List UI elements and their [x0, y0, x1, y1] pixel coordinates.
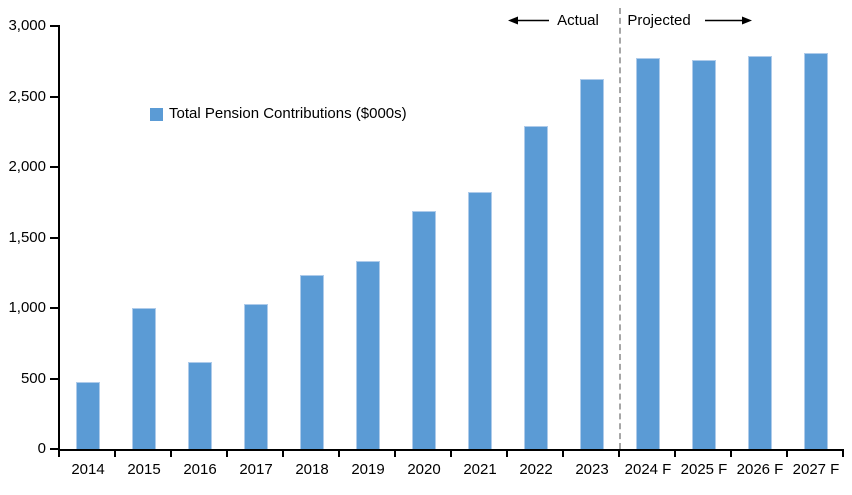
x-tick: [450, 451, 452, 457]
x-tick: [674, 451, 676, 457]
bar-2025-f: [692, 60, 716, 449]
y-axis-label: 500: [20, 369, 46, 387]
y-tick-2,500: [50, 95, 58, 98]
x-tick: [58, 451, 60, 457]
bar-2015: [132, 308, 156, 449]
x-axis-label-2027-f: 2027 F: [792, 461, 840, 478]
y-axis-label: 2,000: [8, 158, 46, 175]
x-tick: [170, 451, 172, 457]
y-axis-label: 3,000: [8, 17, 46, 34]
x-tick: [226, 451, 228, 457]
x-tick: [618, 451, 620, 457]
x-tick: [730, 451, 732, 457]
y-tick-3,000: [50, 25, 58, 27]
x-tick: [506, 451, 508, 457]
bar-2017: [244, 304, 268, 449]
legend-color-swatch-icon: [150, 107, 163, 121]
x-axis-label-2015: 2015: [127, 461, 161, 478]
x-axis-label-2021: 2021: [463, 461, 497, 478]
bar-2018: [300, 275, 324, 449]
bar-2023: [580, 79, 604, 449]
bar-2016: [188, 362, 212, 449]
y-axis-label: 1,500: [8, 228, 46, 246]
y-axis-label: 1,000: [8, 299, 46, 316]
bar-2020: [412, 211, 436, 449]
projected-section-label: Projected: [627, 12, 691, 29]
y-axis-line: [58, 25, 60, 450]
x-tick: [786, 451, 788, 457]
x-tick: [114, 451, 116, 457]
bar-2026-f: [748, 56, 772, 449]
actual-projected-divider-line: [619, 8, 621, 449]
y-tick-1,500: [50, 236, 58, 239]
y-tick-0: [50, 448, 58, 450]
bar-2027-f: [804, 53, 828, 449]
bar-2019: [356, 261, 380, 449]
x-tick: [562, 451, 564, 457]
x-axis-label-2023: 2023: [575, 461, 609, 478]
x-axis-label-2026-f: 2026 F: [736, 461, 784, 478]
y-tick-500: [50, 377, 58, 380]
x-axis-label-2018: 2018: [295, 461, 329, 478]
bar-2022: [524, 126, 548, 449]
x-axis-label-2016: 2016: [183, 461, 217, 478]
y-axis-label: 2,500: [8, 87, 46, 105]
right-arrow-icon: [705, 16, 752, 25]
bar-2014: [76, 382, 100, 449]
x-axis-label-2019: 2019: [351, 461, 385, 478]
actual-section-label: Actual: [557, 12, 599, 29]
y-tick-2,000: [50, 166, 58, 168]
legend-label: Total Pension Contributions ($000s): [169, 105, 407, 122]
x-axis-label-2022: 2022: [519, 461, 553, 478]
x-tick: [282, 451, 284, 457]
bar-2024-f: [636, 58, 660, 449]
x-tick: [394, 451, 396, 457]
y-tick-1,000: [50, 307, 58, 309]
x-axis-label-2025-f: 2025 F: [680, 461, 728, 478]
legend: Total Pension Contributions ($000s): [150, 105, 407, 123]
x-tick: [338, 451, 340, 457]
bar-2021: [468, 192, 492, 449]
x-axis-line: [58, 449, 844, 451]
x-axis-label-2024-f: 2024 F: [624, 461, 672, 478]
x-axis-label-2014: 2014: [71, 461, 105, 478]
x-axis-label-2017: 2017: [239, 461, 273, 478]
x-axis-label-2020: 2020: [407, 461, 441, 478]
y-axis-label: 0: [37, 440, 46, 457]
left-arrow-icon: [508, 16, 549, 25]
x-tick: [842, 451, 844, 457]
